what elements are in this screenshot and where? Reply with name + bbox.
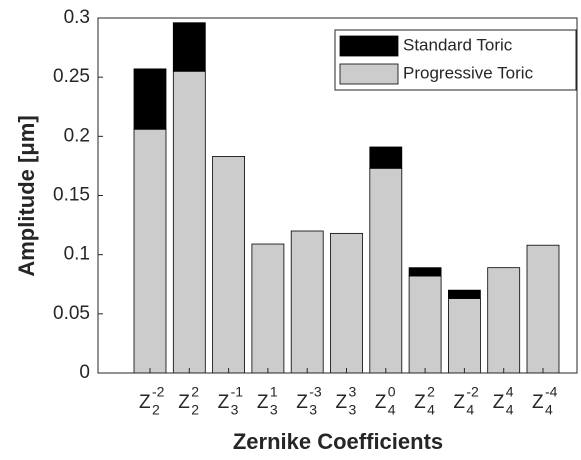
bar-segment xyxy=(133,68,167,130)
category-sub: 3 xyxy=(349,402,357,418)
bar-segment xyxy=(172,22,206,72)
legend-swatch xyxy=(339,63,399,85)
category-base: Z xyxy=(375,392,387,413)
category-sup: 4 xyxy=(506,384,514,400)
bar-segment xyxy=(330,232,363,374)
category-base: Z xyxy=(336,392,348,413)
category-sup: -2 xyxy=(466,384,479,400)
bar-segment xyxy=(290,230,324,374)
x-tick-label: Z xyxy=(532,392,544,413)
category-base: Z xyxy=(296,392,308,413)
category-sup: 2 xyxy=(191,384,199,400)
x-tick-label: Z xyxy=(139,392,151,413)
category-sub: 2 xyxy=(191,402,199,418)
x-tick-label: Z xyxy=(257,392,269,413)
category-sup: -4 xyxy=(545,384,558,400)
category-base: Z xyxy=(414,392,426,413)
category-base: Z xyxy=(139,392,151,413)
category-sup: 0 xyxy=(388,384,396,400)
bar-segment xyxy=(251,243,285,374)
bar-segment xyxy=(172,70,206,374)
category-base: Z xyxy=(532,392,544,413)
category-sub: 4 xyxy=(388,402,396,418)
bar-segment xyxy=(133,128,167,374)
category-sup: 2 xyxy=(427,384,435,400)
bar-segment xyxy=(369,146,403,169)
category-base: Z xyxy=(493,392,505,413)
axes-box xyxy=(97,17,578,374)
legend-swatch xyxy=(339,35,399,57)
y-tick-label: 0.05 xyxy=(53,303,90,324)
category-sub: 4 xyxy=(506,402,514,418)
category-sub: 4 xyxy=(427,402,435,418)
category-base: Z xyxy=(257,392,269,413)
legend-label: Progressive Toric xyxy=(403,63,534,82)
bar-segment xyxy=(447,289,481,299)
y-tick-label: 0.15 xyxy=(53,185,90,206)
x-tick-label: Z xyxy=(296,392,308,413)
bar-segment xyxy=(408,275,442,374)
category-sub: 2 xyxy=(152,402,160,418)
category-sup: -1 xyxy=(231,384,244,400)
x-tick-label: Z xyxy=(414,392,426,413)
category-sub: 3 xyxy=(309,402,317,418)
bar-segment xyxy=(487,267,521,374)
category-sup: 3 xyxy=(349,384,357,400)
bar-segment xyxy=(212,156,246,374)
y-tick-label: 0 xyxy=(79,362,90,383)
x-tick-label: Z xyxy=(375,392,387,413)
category-base: Z xyxy=(178,392,190,413)
x-tick-label: Z xyxy=(336,392,348,413)
y-tick-label: 0.3 xyxy=(64,7,90,28)
y-tick-label: 0.25 xyxy=(53,66,90,87)
x-axis-title: Zernike Coefficients xyxy=(233,429,443,454)
category-sub: 4 xyxy=(545,402,553,418)
y-tick-label: 0.2 xyxy=(64,125,90,146)
bar-segment xyxy=(369,167,403,374)
category-sup: -3 xyxy=(309,384,322,400)
category-base: Z xyxy=(218,392,230,413)
bar-segment xyxy=(408,267,442,277)
y-axis-title: Amplitude [μm] xyxy=(14,115,39,276)
category-sub: 3 xyxy=(231,402,239,418)
category-sup: -2 xyxy=(152,384,165,400)
x-tick-label: Z xyxy=(453,392,465,413)
category-sup: 1 xyxy=(270,384,278,400)
bar-segment xyxy=(447,298,481,374)
y-tick-label: 0.1 xyxy=(64,244,90,265)
x-tick-label: Z xyxy=(218,392,230,413)
legend-label: Standard Toric xyxy=(403,35,513,54)
category-sub: 3 xyxy=(270,402,278,418)
bar-segment xyxy=(526,244,560,374)
x-tick-label: Z xyxy=(178,392,190,413)
x-tick-label: Z xyxy=(493,392,505,413)
category-base: Z xyxy=(453,392,465,413)
category-sub: 4 xyxy=(466,402,474,418)
